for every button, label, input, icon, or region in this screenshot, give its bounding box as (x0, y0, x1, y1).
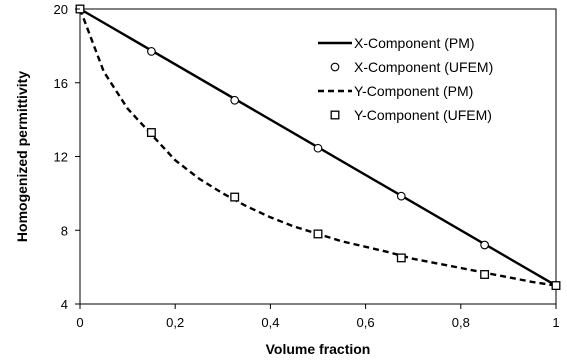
y-tick-label: 16 (54, 76, 68, 91)
data-point-square (396, 253, 406, 263)
data-point-circle (147, 47, 156, 56)
data-point-circle (396, 191, 406, 201)
x-tick-label: 1 (552, 315, 559, 330)
x-tick-label: 0,8 (452, 315, 470, 330)
x-tick-label: 0 (76, 315, 83, 330)
data-point-square (551, 281, 561, 291)
data-point-circle (480, 240, 489, 250)
y-tick-label: 8 (61, 223, 68, 238)
legend-circle-marker (330, 62, 340, 72)
y-tick-label: 4 (61, 297, 68, 312)
x-axis-title: Volume fraction (266, 341, 371, 357)
y-tick-label: 12 (54, 150, 68, 165)
x-tick-label: 0,4 (261, 315, 279, 330)
data-point-square (230, 192, 240, 202)
legend-label: Y-Component (UFEM) (354, 107, 492, 123)
legend: X-Component (PM) X-Component (UFEM) Y-Comp… (318, 35, 493, 123)
data-point-circle (313, 143, 323, 153)
data-point-square (313, 229, 323, 239)
legend-square-marker (330, 110, 340, 120)
legend-label: Y-Component (PM) (354, 83, 473, 99)
series-layer (75, 4, 561, 291)
data-point-circle (230, 95, 240, 105)
x-tick-label: 0,6 (357, 315, 375, 330)
legend-label: X-Component (UFEM) (354, 59, 493, 75)
axis-ticks: 0 0,2 0,4 0,6 0,8 1 4 8 12 16 20 (54, 2, 560, 330)
data-point-square (480, 270, 490, 279)
data-point-square (146, 128, 156, 137)
y-tick-label: 20 (54, 2, 68, 17)
y-axis-title: Homogenized permittivity (14, 71, 30, 242)
legend-label: X-Component (PM) (354, 35, 475, 51)
x-tick-label: 0,2 (166, 315, 184, 330)
